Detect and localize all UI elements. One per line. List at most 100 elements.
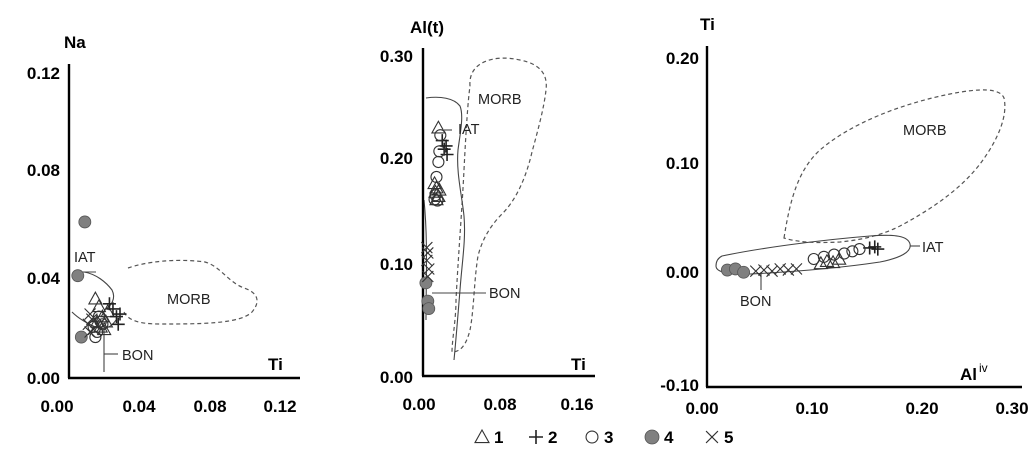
cross-marker bbox=[766, 265, 778, 278]
x-tick-label: 0.10 bbox=[795, 399, 828, 418]
legend-label: 5 bbox=[724, 428, 733, 447]
legend-label: 4 bbox=[664, 428, 674, 447]
x-tick-labels-2: 0.00 0.08 0.16 bbox=[402, 395, 593, 414]
field-label-bon-1: BON bbox=[122, 348, 153, 364]
cross-marker bbox=[84, 308, 97, 320]
y-axis-title-1: Na bbox=[64, 33, 86, 52]
markers-3 bbox=[720, 240, 885, 279]
x-tick-labels-1: 0.00 0.04 0.08 0.12 bbox=[40, 397, 296, 416]
circle-marker bbox=[838, 247, 851, 260]
triangle-marker bbox=[87, 291, 103, 305]
x-axis-title-3-main: Al bbox=[960, 365, 977, 384]
field-label-iat-2: IAT bbox=[458, 122, 480, 138]
plus-marker bbox=[113, 307, 127, 321]
triangle-marker bbox=[96, 321, 112, 336]
dot-marker bbox=[737, 265, 750, 279]
legend-triangle-icon bbox=[474, 428, 490, 444]
y-tick-label: 0.00 bbox=[666, 263, 699, 282]
y-tick-label: 0.20 bbox=[380, 149, 413, 168]
x-tick-label: 0.00 bbox=[402, 395, 435, 414]
dot-marker bbox=[74, 330, 88, 344]
x-axis-title-1: Ti bbox=[268, 355, 283, 374]
x-tick-label: 0.12 bbox=[263, 397, 296, 416]
y-tick-label: 0.04 bbox=[27, 269, 61, 288]
plus-marker bbox=[111, 317, 125, 331]
circle-marker bbox=[432, 155, 445, 169]
y-tick-label: 0.08 bbox=[27, 161, 60, 180]
circle-marker bbox=[429, 189, 442, 202]
circle-marker bbox=[433, 145, 446, 158]
field-label-iat-3: IAT bbox=[922, 240, 944, 256]
y-tick-label: 0.12 bbox=[27, 64, 60, 83]
x-tick-label: 0.16 bbox=[560, 395, 593, 414]
x-tick-label: 0.00 bbox=[40, 397, 73, 416]
circle-marker bbox=[428, 193, 441, 206]
panel-ti-aliv: MORB IAT BON Ti Al iv -0.10 0.00 0.10 0.2… bbox=[660, 15, 1028, 418]
legend-label: 3 bbox=[604, 428, 613, 447]
plus-marker bbox=[871, 242, 885, 256]
triangle-marker bbox=[825, 254, 841, 269]
field-label-morb-3: MORB bbox=[903, 123, 947, 139]
field-label-morb-1: MORB bbox=[167, 292, 211, 308]
field-label-morb-2: MORB bbox=[478, 92, 522, 108]
y-axis-title-2: Al(t) bbox=[410, 18, 444, 37]
triangle-marker bbox=[100, 303, 116, 318]
y-tick-label: 0.00 bbox=[380, 368, 413, 387]
dot-marker bbox=[419, 276, 433, 290]
legend-dot-icon bbox=[644, 429, 660, 445]
y-tick-label: 0.10 bbox=[380, 255, 413, 274]
circle-marker bbox=[853, 243, 866, 256]
x-tick-label: 0.20 bbox=[905, 399, 938, 418]
circle-marker bbox=[846, 245, 859, 258]
dot-marker bbox=[422, 302, 436, 315]
legend-label: 2 bbox=[548, 428, 557, 447]
morb-field-1 bbox=[123, 259, 258, 325]
y-tick-label: 0.20 bbox=[666, 49, 699, 68]
plus-marker bbox=[440, 148, 454, 162]
circle-marker bbox=[434, 129, 447, 142]
legend-cross-icon bbox=[705, 430, 719, 444]
triangle-marker bbox=[430, 120, 446, 134]
markers-1 bbox=[71, 215, 127, 344]
circle-marker bbox=[807, 252, 820, 266]
y-tick-labels-2: 0.00 0.10 0.20 0.30 bbox=[380, 47, 413, 387]
dot-marker bbox=[71, 269, 85, 283]
cross-marker bbox=[790, 263, 803, 275]
circle-marker bbox=[430, 170, 443, 184]
x-tick-label: 0.08 bbox=[193, 397, 226, 416]
x-axis-title-3: Al iv bbox=[960, 361, 988, 384]
panel-alt-ti: IAT MORB BON Al(t) Ti 0.00 0.10 0.20 0.3… bbox=[380, 18, 595, 414]
y-tick-label: 0.10 bbox=[666, 154, 699, 173]
legend-circle-icon bbox=[585, 430, 599, 444]
field-label-iat-1: IAT bbox=[74, 250, 96, 266]
legend-label: 1 bbox=[494, 428, 503, 447]
iat-field-2 bbox=[425, 96, 466, 361]
cross-marker bbox=[422, 263, 435, 275]
cross-marker bbox=[87, 323, 100, 336]
y-tick-labels-3: -0.10 0.00 0.10 0.20 bbox=[660, 49, 699, 395]
y-tick-label: 0.30 bbox=[380, 47, 413, 66]
morb-field-2 bbox=[451, 57, 547, 353]
dot-marker bbox=[78, 215, 92, 229]
y-axis-title-3: Ti bbox=[700, 15, 715, 34]
x-axis-title-3-sup: iv bbox=[979, 361, 988, 375]
circle-marker bbox=[828, 248, 841, 261]
cross-marker bbox=[421, 270, 434, 283]
x-axis-title-2: Ti bbox=[571, 355, 586, 374]
x-tick-label: 0.04 bbox=[122, 397, 156, 416]
panel-na-ti: IAT MORB BON Na Ti 0.00 0.04 0.08 0.12 0… bbox=[27, 33, 300, 416]
plus-marker bbox=[102, 297, 116, 311]
y-tick-label: 0.00 bbox=[27, 369, 60, 388]
cross-marker bbox=[420, 241, 433, 254]
x-tick-labels-3: 0.00 0.10 0.20 0.30 bbox=[685, 399, 1028, 418]
cross-marker bbox=[421, 247, 434, 259]
markers-2 bbox=[419, 120, 454, 315]
plus-marker bbox=[868, 240, 882, 254]
plus-marker bbox=[109, 310, 123, 324]
x-tick-label: 0.00 bbox=[685, 399, 718, 418]
x-tick-label: 0.30 bbox=[995, 399, 1028, 418]
legend: 1 2 3 4 5 bbox=[474, 428, 733, 447]
morb-field-3 bbox=[783, 89, 1006, 244]
cross-marker bbox=[84, 326, 97, 338]
iat-field-3 bbox=[715, 234, 911, 275]
